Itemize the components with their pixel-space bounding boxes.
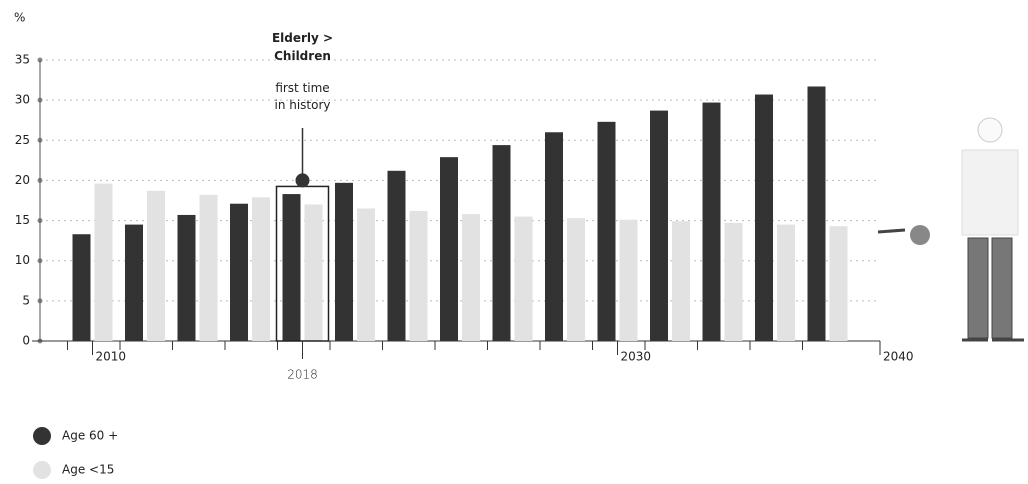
y-tick-label: 20 (15, 173, 30, 187)
bar (567, 218, 585, 341)
bar (230, 204, 248, 341)
bar (73, 234, 91, 341)
y-tick-label: 35 (15, 53, 30, 67)
bar (125, 225, 143, 341)
bar (515, 217, 533, 341)
bar (410, 211, 428, 341)
legend-label: Age 60 + (62, 429, 118, 443)
bar (650, 111, 668, 341)
bar (545, 132, 563, 341)
bar (703, 103, 721, 341)
bar (672, 221, 690, 341)
bar (493, 145, 511, 341)
bar (305, 205, 323, 341)
bar (178, 215, 196, 341)
bar (725, 223, 743, 341)
y-tick-label: 30 (15, 93, 30, 107)
bar (440, 157, 458, 341)
bar (357, 209, 375, 341)
bar (95, 184, 113, 341)
y-unit: % (14, 11, 25, 25)
legend-swatch (33, 427, 51, 445)
y-tick-label: 5 (22, 293, 30, 307)
annotation-text: Elderly >Children (272, 31, 333, 63)
bar (252, 197, 270, 341)
bar (200, 195, 218, 341)
y-tick-label: 15 (15, 213, 30, 227)
bar (147, 191, 165, 341)
bar (388, 171, 406, 341)
highlight-year: 2018 (287, 368, 318, 382)
bar (335, 183, 353, 341)
x-tick-label: 2010 (96, 350, 127, 364)
y-tick-label: 10 (15, 253, 30, 267)
bar (830, 226, 848, 341)
bar (620, 220, 638, 341)
bar (283, 194, 301, 341)
x-tick-label: 2040 (883, 350, 914, 364)
y-tick-label: 0 (22, 334, 30, 348)
legend-swatch (33, 461, 51, 479)
chart: % 0 5 10 15 20 25 30 35 2010 2030 2040 2018 Elderly … (0, 0, 1028, 484)
bar (598, 122, 616, 341)
y-tick-label: 25 (15, 133, 30, 147)
bar (755, 95, 773, 341)
bar (777, 225, 795, 341)
bar (808, 86, 826, 341)
legend-label: Age <15 (62, 463, 114, 477)
page: % 0 5 10 15 20 25 30 35 2010 2030 2040 2018 Elderly … (0, 0, 1028, 484)
illustration (878, 118, 1024, 340)
x-tick-label: 2030 (621, 350, 652, 364)
bar (462, 214, 480, 341)
